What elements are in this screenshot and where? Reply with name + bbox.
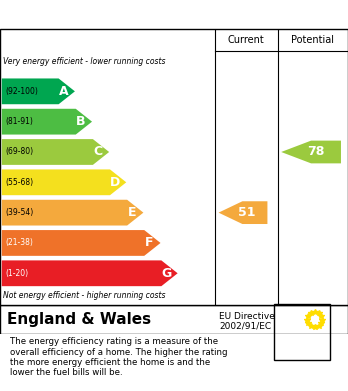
Polygon shape — [2, 169, 126, 195]
Text: (39-54): (39-54) — [5, 208, 33, 217]
Polygon shape — [2, 230, 160, 256]
Text: England & Wales: England & Wales — [7, 312, 151, 327]
Polygon shape — [2, 260, 177, 286]
Text: C: C — [93, 145, 102, 158]
Text: D: D — [110, 176, 120, 189]
Text: The energy efficiency rating is a measure of the
overall efficiency of a home. T: The energy efficiency rating is a measur… — [10, 337, 228, 377]
Text: Energy Efficiency Rating: Energy Efficiency Rating — [10, 5, 258, 24]
Text: EU Directive: EU Directive — [219, 312, 275, 321]
Text: 78: 78 — [308, 145, 325, 158]
Text: (81-91): (81-91) — [5, 117, 33, 126]
Text: E: E — [128, 206, 136, 219]
Polygon shape — [2, 200, 143, 226]
Text: (1-20): (1-20) — [5, 269, 28, 278]
Text: Potential: Potential — [291, 35, 334, 45]
Text: Very energy efficient - lower running costs: Very energy efficient - lower running co… — [3, 57, 166, 66]
Text: Not energy efficient - higher running costs: Not energy efficient - higher running co… — [3, 291, 166, 300]
Text: 51: 51 — [238, 206, 255, 219]
Text: (55-68): (55-68) — [5, 178, 33, 187]
Text: G: G — [161, 267, 171, 280]
Polygon shape — [2, 139, 109, 165]
Polygon shape — [281, 141, 341, 163]
Polygon shape — [2, 79, 75, 104]
Text: 2002/91/EC: 2002/91/EC — [219, 321, 271, 330]
Text: B: B — [76, 115, 85, 128]
Polygon shape — [2, 109, 92, 135]
Text: Current: Current — [228, 35, 264, 45]
Text: (92-100): (92-100) — [5, 87, 38, 96]
Text: F: F — [145, 237, 153, 249]
Text: A: A — [59, 85, 68, 98]
Text: (69-80): (69-80) — [5, 147, 33, 156]
Polygon shape — [219, 201, 267, 224]
Text: (21-38): (21-38) — [5, 239, 33, 248]
